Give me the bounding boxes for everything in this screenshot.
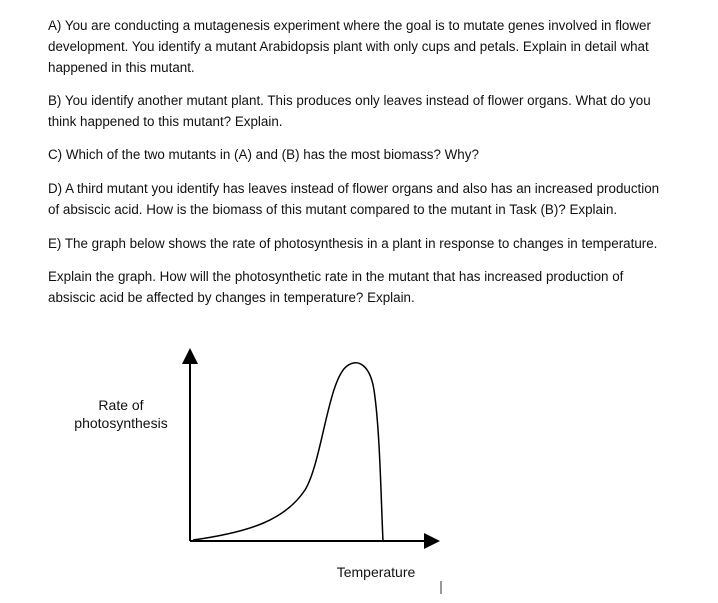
text-line: happened in this mutant.: [48, 60, 195, 75]
text-line: think happened to this mutant? Explain.: [48, 114, 283, 129]
x-axis-label: Temperature: [337, 564, 416, 580]
text-line: absiscic acid be affected by changes in …: [48, 290, 415, 305]
text-line: C) Which of the two mutants in (A) and (…: [48, 147, 479, 162]
text-line: D) A third mutant you identify has leave…: [48, 181, 660, 196]
text-line: of absiscic acid. How is the biomass of …: [48, 202, 618, 217]
text-line: B) You identify another mutant plant. Th…: [48, 93, 651, 108]
text-line: development. You identify a mutant Arabi…: [48, 39, 649, 54]
text-line: Explain the graph. How will the photosyn…: [48, 269, 624, 284]
text-line: E) The graph below shows the rate of pho…: [48, 236, 658, 251]
y-axis-label: photosynthesis: [74, 415, 167, 431]
text-line: A) You are conducting a mutagenesis expe…: [48, 18, 651, 33]
curve: [192, 362, 384, 542]
y-axis-label: Rate of: [98, 397, 143, 413]
